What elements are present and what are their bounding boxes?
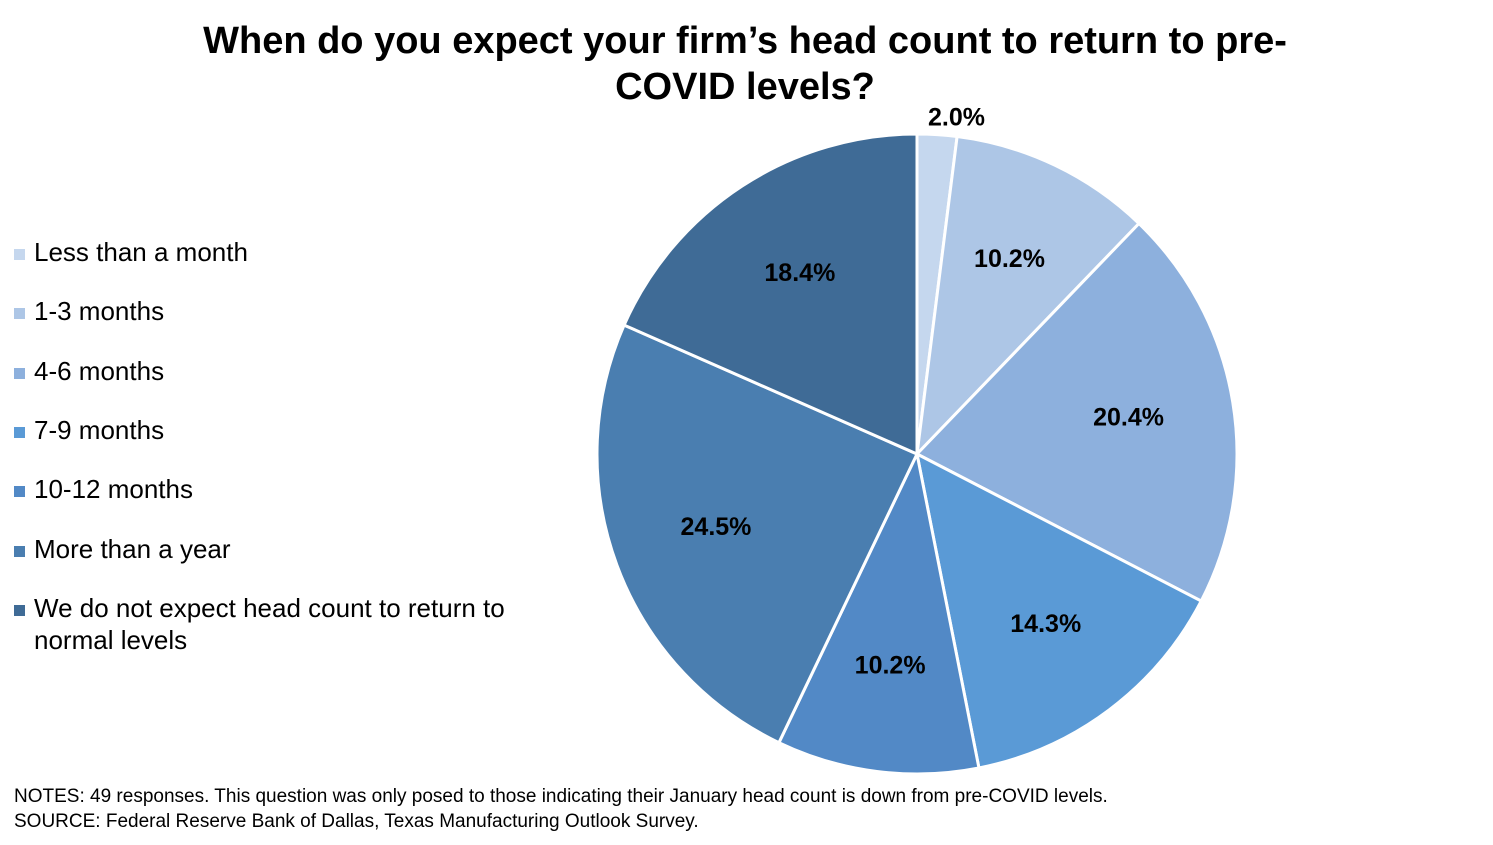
legend-swatch [14, 546, 25, 557]
legend-swatch [14, 605, 25, 616]
source-text: SOURCE: Federal Reserve Bank of Dallas, … [14, 811, 699, 832]
legend-label: More than a year [34, 534, 231, 564]
slice-data-label: 18.4% [764, 259, 835, 287]
pie-slice [776, 449, 981, 776]
pie-slice [914, 451, 1204, 770]
slice-data-label: 14.3% [1010, 610, 1081, 638]
legend-swatch [14, 249, 25, 260]
legend-label: 10-12 months [34, 474, 193, 504]
pie-slice [622, 132, 919, 457]
slice-data-label: 10.2% [855, 651, 926, 679]
legend-label: 7-9 months [34, 415, 165, 445]
slice-data-label: 20.4% [1093, 404, 1164, 432]
pie-slice [914, 134, 1142, 459]
legend-label: Less than a month [34, 237, 248, 267]
slice-data-label: 10.2% [974, 245, 1045, 273]
slice-data-label: 2.0% [928, 103, 985, 131]
legend-swatch [14, 368, 25, 379]
chart-title: When do you expect your firm’s head coun… [203, 20, 1287, 108]
pie-slice [595, 323, 920, 745]
pie-slice [914, 221, 1239, 604]
legend-swatch [14, 308, 25, 319]
legend-swatch [14, 427, 25, 438]
legend-swatch [14, 486, 25, 497]
legend-label: 1-3 months [34, 296, 165, 326]
legend-label: We do not expect head count to return to… [34, 593, 505, 655]
slice-data-label: 24.5% [681, 513, 752, 541]
legend-label: 4-6 months [34, 356, 165, 386]
chart-notes: NOTES: 49 responses. This question was o… [14, 784, 1484, 834]
notes-text: NOTES: 49 responses. This question was o… [14, 786, 1108, 807]
